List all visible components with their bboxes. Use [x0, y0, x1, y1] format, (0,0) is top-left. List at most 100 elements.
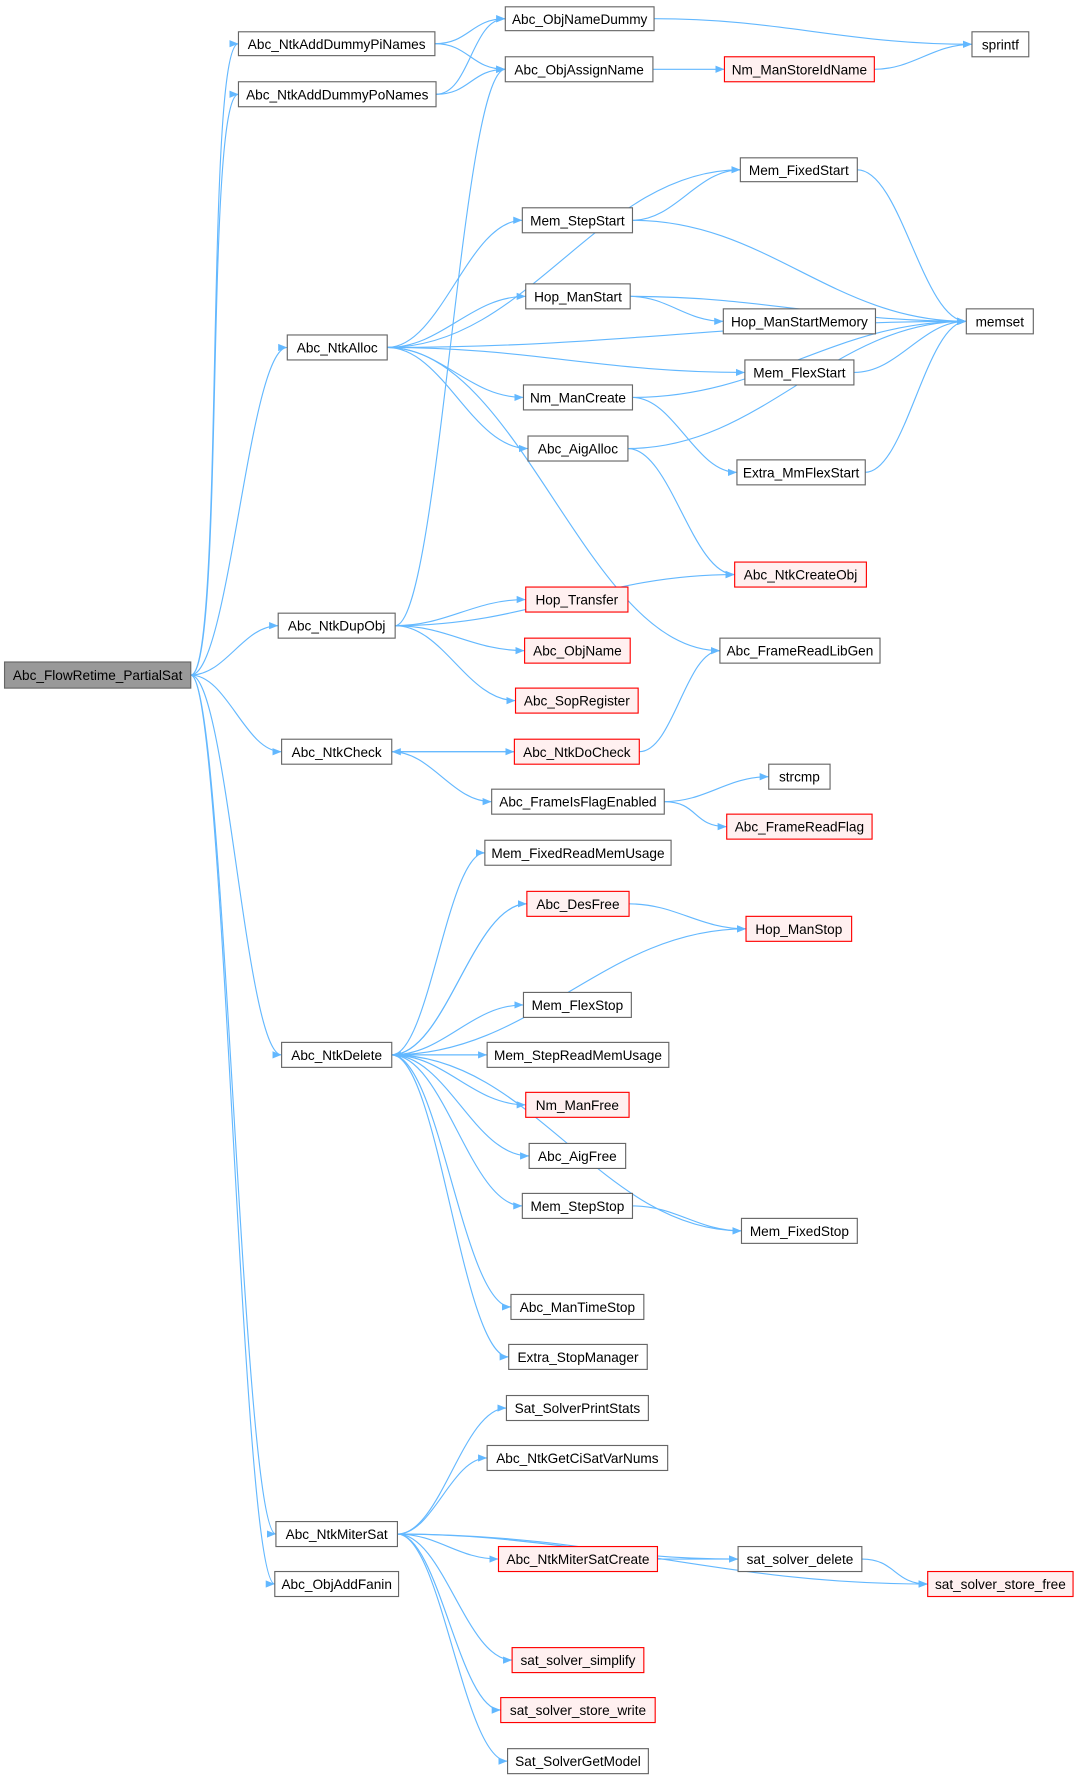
call-edge	[632, 166, 741, 221]
function-node[interactable]	[739, 157, 858, 183]
function-node[interactable]	[277, 612, 396, 639]
function-node[interactable]	[525, 1091, 630, 1118]
function-node[interactable]	[237, 81, 437, 108]
function-node[interactable]	[719, 637, 881, 664]
call-edge	[387, 292, 526, 349]
function-node[interactable]	[723, 56, 875, 83]
function-label: Abc_NtkDoCheck	[523, 745, 631, 760]
function-node[interactable]	[507, 1748, 649, 1775]
function-node[interactable]	[504, 6, 655, 32]
function-label: Abc_NtkGetCiSatVarNums	[496, 1451, 659, 1466]
function-label: Hop_Transfer	[535, 593, 618, 608]
function-node[interactable]	[3, 661, 192, 689]
function-node[interactable]	[510, 1293, 645, 1321]
function-node[interactable]	[286, 334, 388, 361]
function-label: Mem_FixedStart	[749, 163, 849, 178]
function-label: Abc_NtkAlloc	[297, 341, 378, 356]
function-node[interactable]	[526, 890, 630, 917]
function-node[interactable]	[486, 1444, 669, 1472]
call-edge	[387, 346, 745, 377]
nodes: Abc_FlowRetime_PartialSat Abc_NtkAddDummy…	[3, 6, 1074, 1775]
function-label: Sat_SolverGetModel	[515, 1754, 641, 1769]
call-edge	[387, 346, 524, 402]
function-label: Hop_ManStart	[534, 289, 622, 304]
function-node[interactable]	[511, 1647, 645, 1674]
function-node[interactable]	[275, 1520, 398, 1548]
function-node[interactable]	[740, 1217, 858, 1244]
function-node[interactable]	[522, 991, 632, 1018]
function-node[interactable]	[971, 31, 1030, 58]
call-edge	[632, 1205, 742, 1235]
function-label: Abc_DesFree	[536, 897, 619, 912]
call-edge	[434, 15, 506, 45]
function-node[interactable]	[726, 813, 873, 840]
function-node[interactable]	[491, 788, 665, 815]
function-label: sat_solver_store_free	[935, 1577, 1066, 1592]
function-label: Nm_ManFree	[536, 1098, 619, 1113]
function-node[interactable]	[722, 308, 877, 335]
function-node[interactable]	[524, 637, 631, 664]
call-edge	[627, 447, 735, 579]
function-node[interactable]	[768, 763, 831, 790]
function-node[interactable]	[525, 586, 629, 613]
function-label: Abc_ObjNameDummy	[512, 12, 648, 27]
function-node[interactable]	[484, 839, 672, 866]
function-label: Abc_AigAlloc	[538, 442, 618, 457]
call-edge	[190, 674, 277, 1538]
function-node[interactable]	[281, 1041, 393, 1068]
function-label: Nm_ManCreate	[530, 390, 626, 405]
function-node[interactable]	[527, 435, 629, 462]
call-edge	[391, 1054, 509, 1361]
call-edge	[629, 903, 747, 933]
function-node[interactable]	[521, 207, 634, 234]
function-label: Abc_NtkDelete	[291, 1048, 382, 1063]
call-edge	[397, 1533, 501, 1714]
call-edge	[664, 801, 727, 831]
function-label: strcmp	[779, 770, 820, 785]
function-label: Abc_FrameReadLibGen	[727, 644, 874, 659]
function-label: Abc_NtkDupObj	[288, 619, 386, 634]
function-node[interactable]	[514, 687, 639, 714]
function-node[interactable]	[528, 1142, 627, 1169]
function-node[interactable]	[734, 561, 867, 588]
call-edge	[190, 622, 279, 676]
function-node[interactable]	[281, 738, 393, 765]
function-label: Sat_SolverPrintStats	[515, 1401, 641, 1416]
call-edge	[639, 647, 720, 753]
function-node[interactable]	[508, 1343, 648, 1370]
function-node[interactable]	[500, 1696, 656, 1724]
call-edge	[391, 1001, 524, 1056]
call-edge	[395, 625, 516, 705]
call-edge	[397, 1533, 513, 1664]
call-edge	[391, 751, 492, 806]
function-node[interactable]	[965, 308, 1034, 335]
function-node[interactable]	[505, 1394, 649, 1422]
call-edge	[391, 1054, 511, 1311]
function-node[interactable]	[486, 1041, 670, 1068]
call-edge	[387, 346, 529, 453]
function-node[interactable]	[745, 915, 853, 942]
function-node[interactable]	[744, 359, 855, 386]
function-node[interactable]	[736, 459, 866, 486]
function-label: Abc_ManTimeStop	[520, 1300, 635, 1315]
function-node[interactable]	[927, 1570, 1074, 1598]
call-edge	[436, 65, 506, 95]
function-node[interactable]	[274, 1570, 400, 1598]
call-edge	[630, 295, 724, 325]
function-node[interactable]	[737, 1545, 863, 1573]
call-edge	[395, 65, 506, 627]
function-node[interactable]	[497, 1545, 659, 1573]
call-edge	[190, 90, 239, 676]
function-label: Abc_NtkMiterSatCreate	[506, 1552, 649, 1567]
function-node[interactable]	[513, 738, 640, 765]
function-node[interactable]	[521, 1192, 634, 1219]
function-label: Abc_SopRegister	[524, 694, 630, 709]
function-node[interactable]	[504, 56, 654, 83]
function-node[interactable]	[522, 384, 634, 411]
function-label: sat_solver_simplify	[520, 1653, 635, 1668]
function-node[interactable]	[237, 31, 436, 57]
function-label: sat_solver_store_write	[510, 1703, 646, 1718]
call-edge	[397, 1533, 499, 1563]
function-node[interactable]	[525, 283, 631, 310]
